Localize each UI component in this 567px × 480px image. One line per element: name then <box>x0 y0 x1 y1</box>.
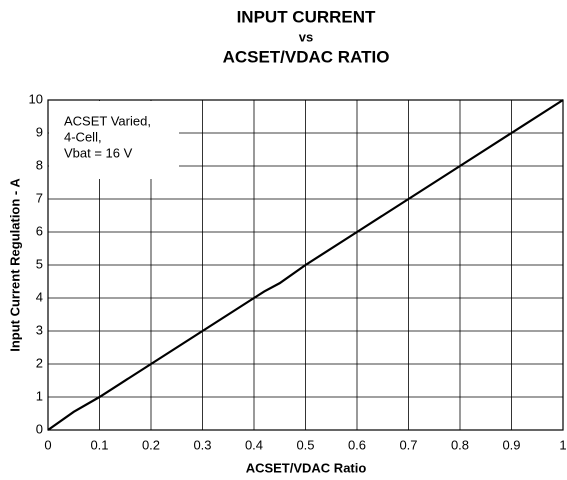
y-tick-label: 8 <box>36 157 43 172</box>
x-tick-label: 0.5 <box>296 437 314 452</box>
y-tick-label: 4 <box>36 289 43 304</box>
plot-frame <box>47 99 564 431</box>
y-tick-label: 7 <box>36 190 43 205</box>
y-tick-label: 5 <box>36 256 43 271</box>
x-tick-label: 0.3 <box>193 437 211 452</box>
x-tick-label: 0 <box>44 437 51 452</box>
x-tick-label: 0.4 <box>245 437 263 452</box>
y-tick-label: 9 <box>36 124 43 139</box>
y-tick-label: 0 <box>36 421 43 436</box>
data-line <box>47 99 564 431</box>
chart-title: INPUT CURRENT <box>237 7 376 26</box>
y-tick-label: 1 <box>36 388 43 403</box>
x-axis-label: ACSET/VDAC Ratio <box>246 460 367 475</box>
chart-title: ACSET/VDAC RATIO <box>223 47 390 66</box>
annotation: 4-Cell, <box>64 129 102 144</box>
x-tick-label: 0.9 <box>502 437 520 452</box>
y-axis-label: Input Current Regulation - A <box>7 178 22 352</box>
x-tick-label: 0.6 <box>348 437 366 452</box>
annotation: ACSET Varied, <box>64 113 151 128</box>
y-tick-label: 2 <box>36 355 43 370</box>
y-tick-label: 10 <box>29 91 43 106</box>
chart-title: vs <box>299 29 313 44</box>
annotation-box <box>49 101 179 179</box>
x-tick-label: 0.7 <box>399 437 417 452</box>
x-tick-label: 0.1 <box>90 437 108 452</box>
x-tick-label: 0.8 <box>451 437 469 452</box>
y-tick-label: 6 <box>36 223 43 238</box>
y-tick-label: 3 <box>36 322 43 337</box>
x-tick-label: 0.2 <box>142 437 160 452</box>
x-tick-label: 1 <box>559 437 566 452</box>
annotation: Vbat = 16 V <box>64 145 133 160</box>
